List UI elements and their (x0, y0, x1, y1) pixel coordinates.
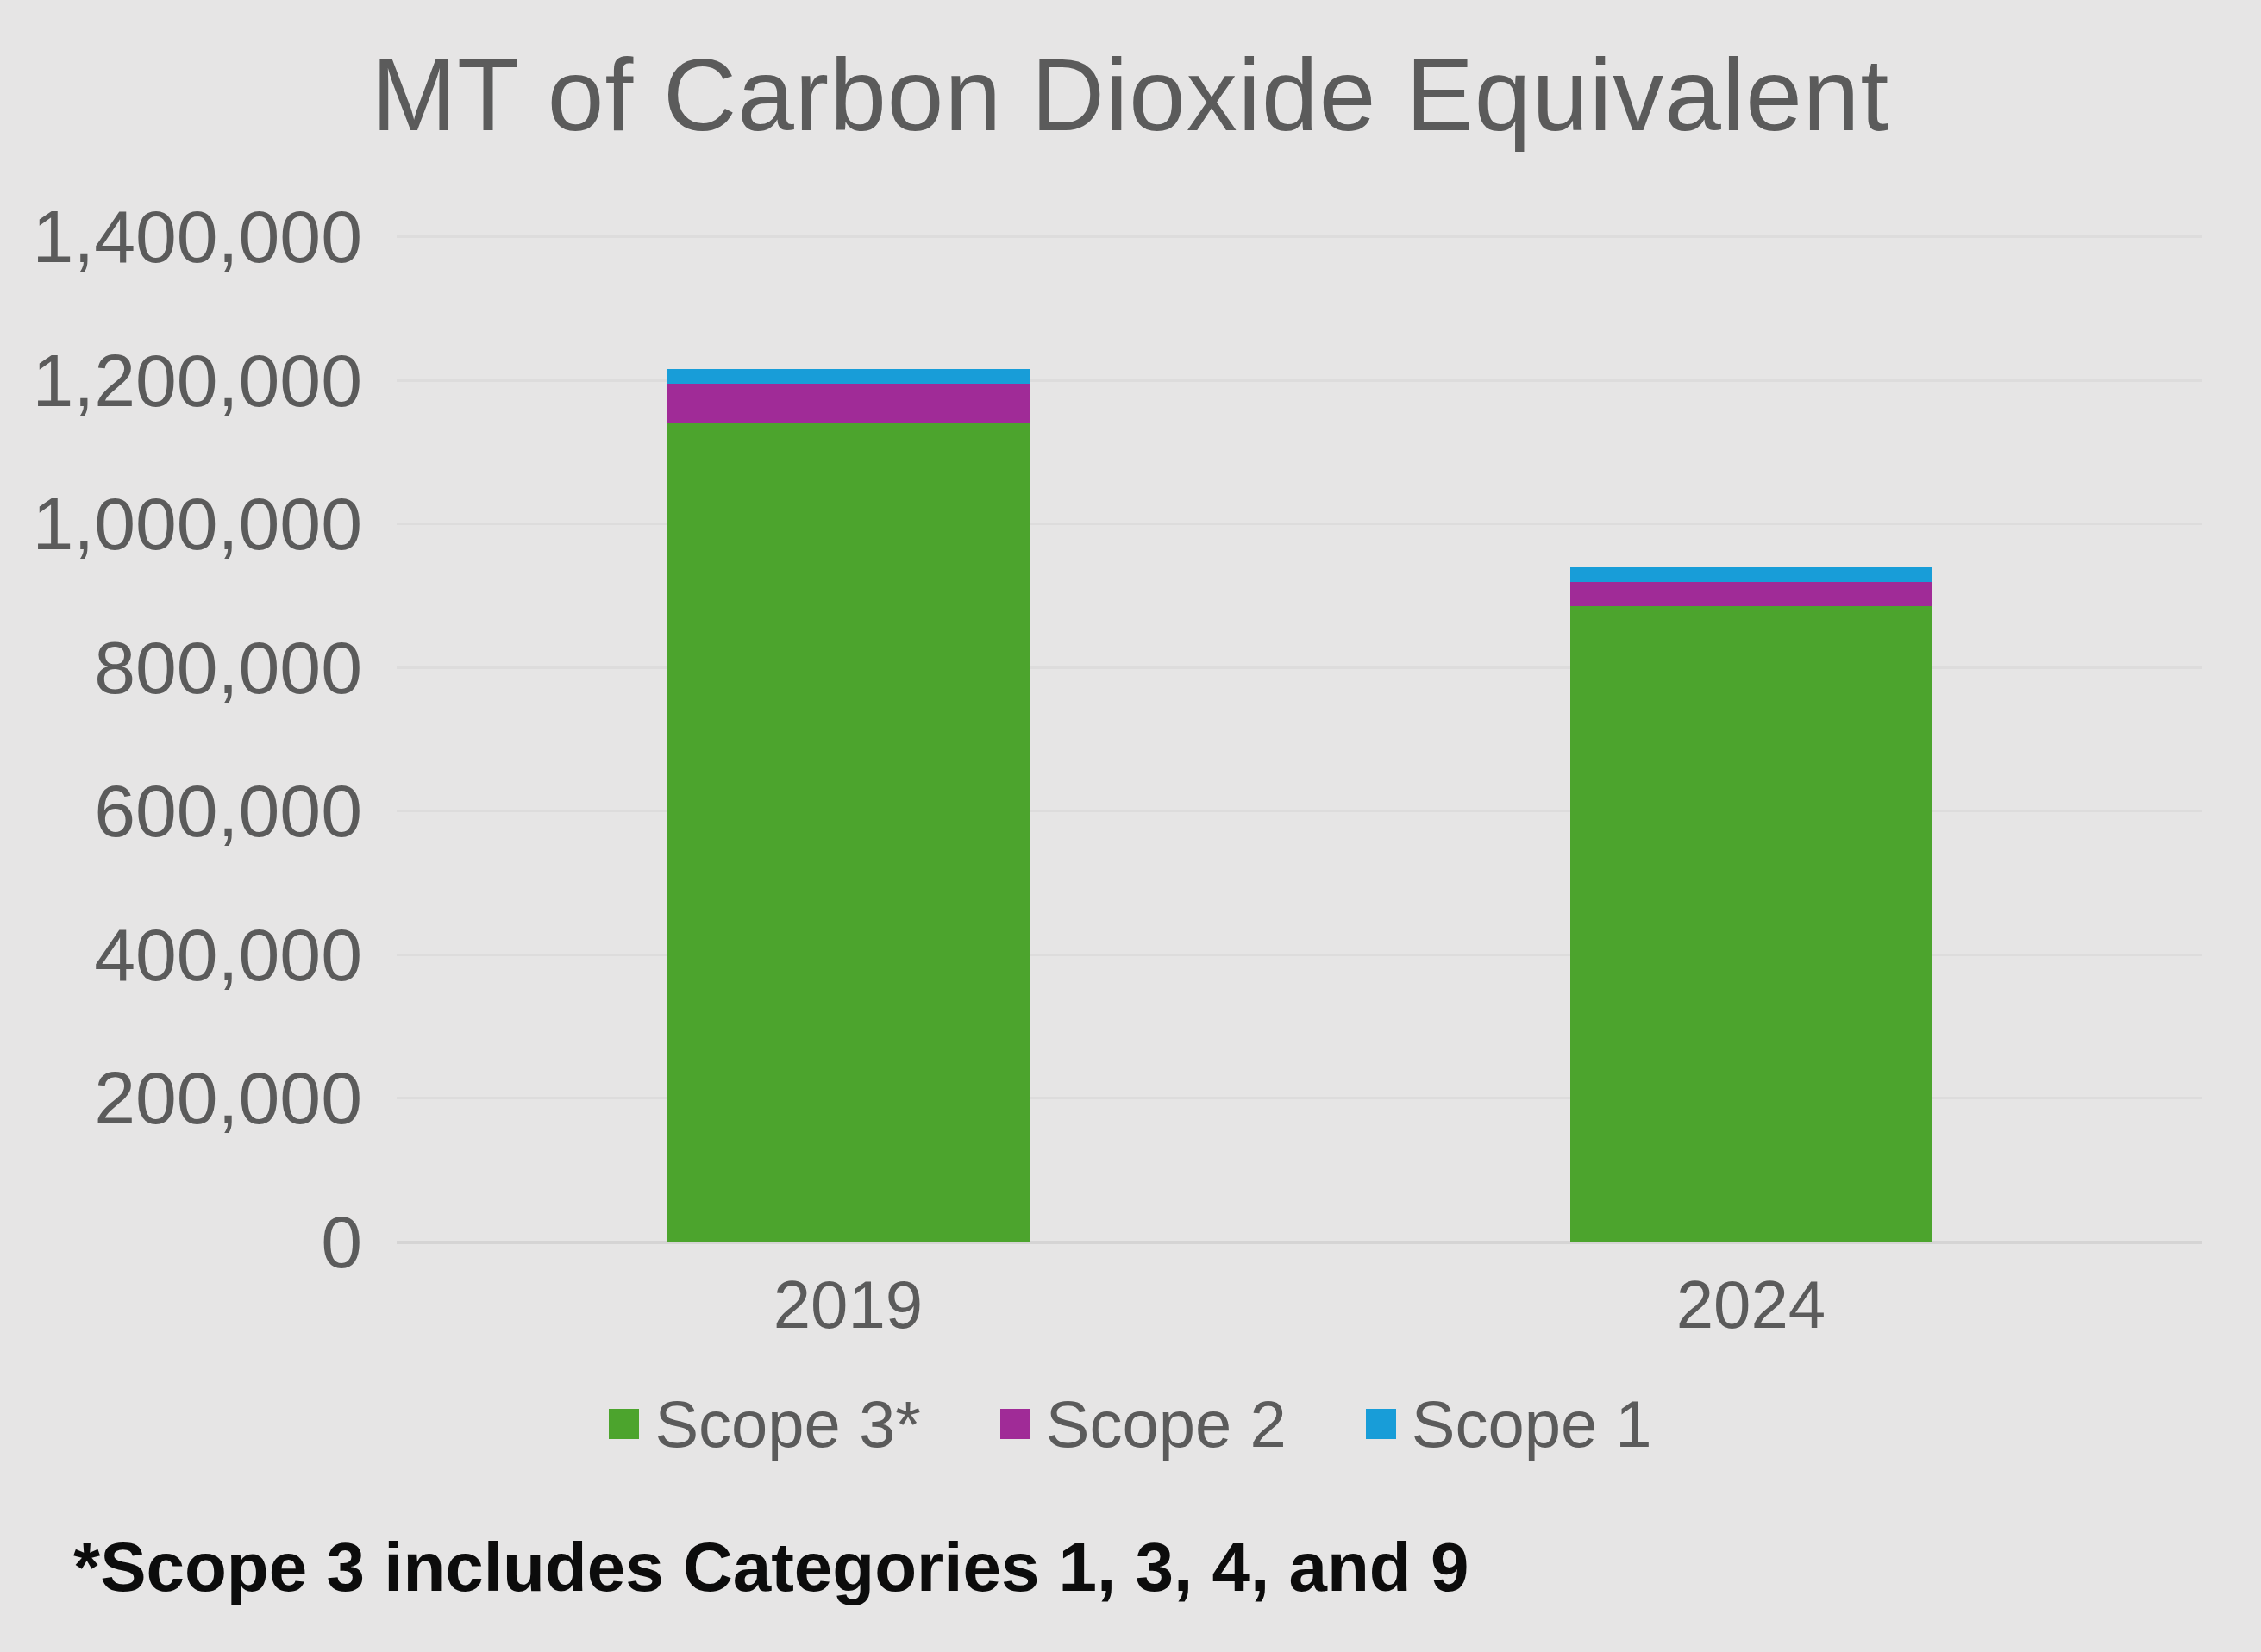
legend-item-scope-2: Scope 2 (1000, 1386, 1287, 1461)
legend-item-scope-1: Scope 1 (1366, 1386, 1652, 1461)
x-tick-label-2024: 2024 (1676, 1266, 1826, 1344)
legend: Scope 3* Scope 2 Scope 1 (0, 1386, 2261, 1461)
legend-label-scope-1: Scope 1 (1412, 1386, 1652, 1461)
legend-swatch-scope-2 (1000, 1409, 1030, 1439)
legend-swatch-scope-3 (609, 1409, 639, 1439)
x-tick-label-2019: 2019 (774, 1266, 924, 1344)
chart-footnote: *Scope 3 includes Categories 1, 3, 4, an… (73, 1528, 1469, 1607)
legend-item-scope-3: Scope 3* (609, 1386, 920, 1461)
chart-canvas: MT of Carbon Dioxide Equivalent 0200,000… (0, 0, 2261, 1652)
legend-swatch-scope-1 (1366, 1409, 1396, 1439)
legend-label-scope-3: Scope 3* (654, 1386, 920, 1461)
legend-label-scope-2: Scope 2 (1046, 1386, 1287, 1461)
